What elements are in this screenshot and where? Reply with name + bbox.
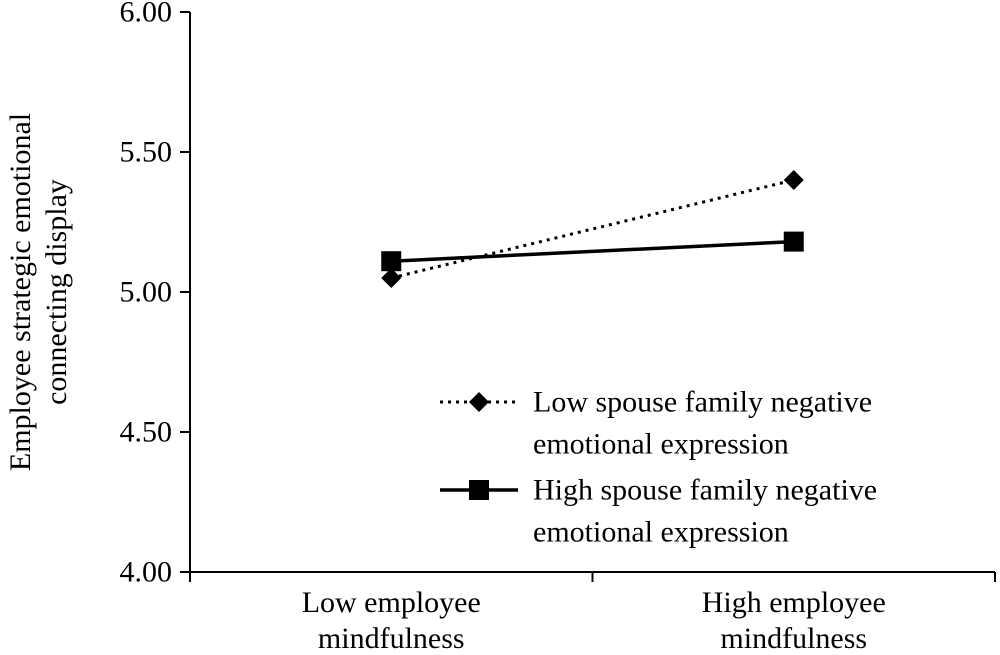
y-ticks: 4.00 4.50 5.00 5.50 6.00 bbox=[120, 0, 190, 589]
data-point bbox=[783, 170, 804, 190]
x-category-label-line: High employee bbox=[702, 586, 886, 619]
y-tick-label: 4.00 bbox=[120, 556, 173, 589]
legend-label-line: emotional expression bbox=[533, 428, 789, 461]
legend-label-line: emotional expression bbox=[533, 516, 789, 549]
y-axis-title: Employee strategic emotional connecting d… bbox=[4, 113, 73, 471]
series-0 bbox=[381, 170, 804, 288]
y-axis-title-line: connecting display bbox=[40, 179, 73, 405]
y-tick-label: 4.50 bbox=[120, 416, 173, 449]
series-line bbox=[391, 239, 794, 263]
data-point bbox=[381, 268, 402, 288]
legend-entry: Low spouse family negative emotional expr… bbox=[440, 386, 872, 461]
x-category-label-line: mindfulness bbox=[720, 622, 867, 655]
legend-label-line: Low spouse family negative bbox=[533, 386, 872, 419]
series-line bbox=[390, 178, 795, 280]
legend-label-line: High spouse family negative bbox=[533, 474, 877, 507]
x-category-label-line: Low employee bbox=[302, 586, 481, 619]
y-tick-label: 6.00 bbox=[120, 0, 173, 29]
y-axis-title-line: Employee strategic emotional bbox=[4, 113, 37, 471]
series-1 bbox=[381, 231, 804, 272]
legend-entry: High spouse family negative emotional exp… bbox=[440, 474, 877, 549]
series-layer bbox=[381, 170, 804, 288]
data-point bbox=[783, 231, 804, 252]
data-point bbox=[381, 251, 402, 272]
y-tick-label: 5.00 bbox=[120, 276, 173, 309]
x-category-label-line: mindfulness bbox=[318, 622, 465, 655]
legend: Low spouse family negative emotional expr… bbox=[440, 386, 877, 549]
legend-marker bbox=[469, 392, 489, 412]
y-tick-label: 5.50 bbox=[120, 136, 173, 169]
legend-marker bbox=[469, 480, 489, 500]
